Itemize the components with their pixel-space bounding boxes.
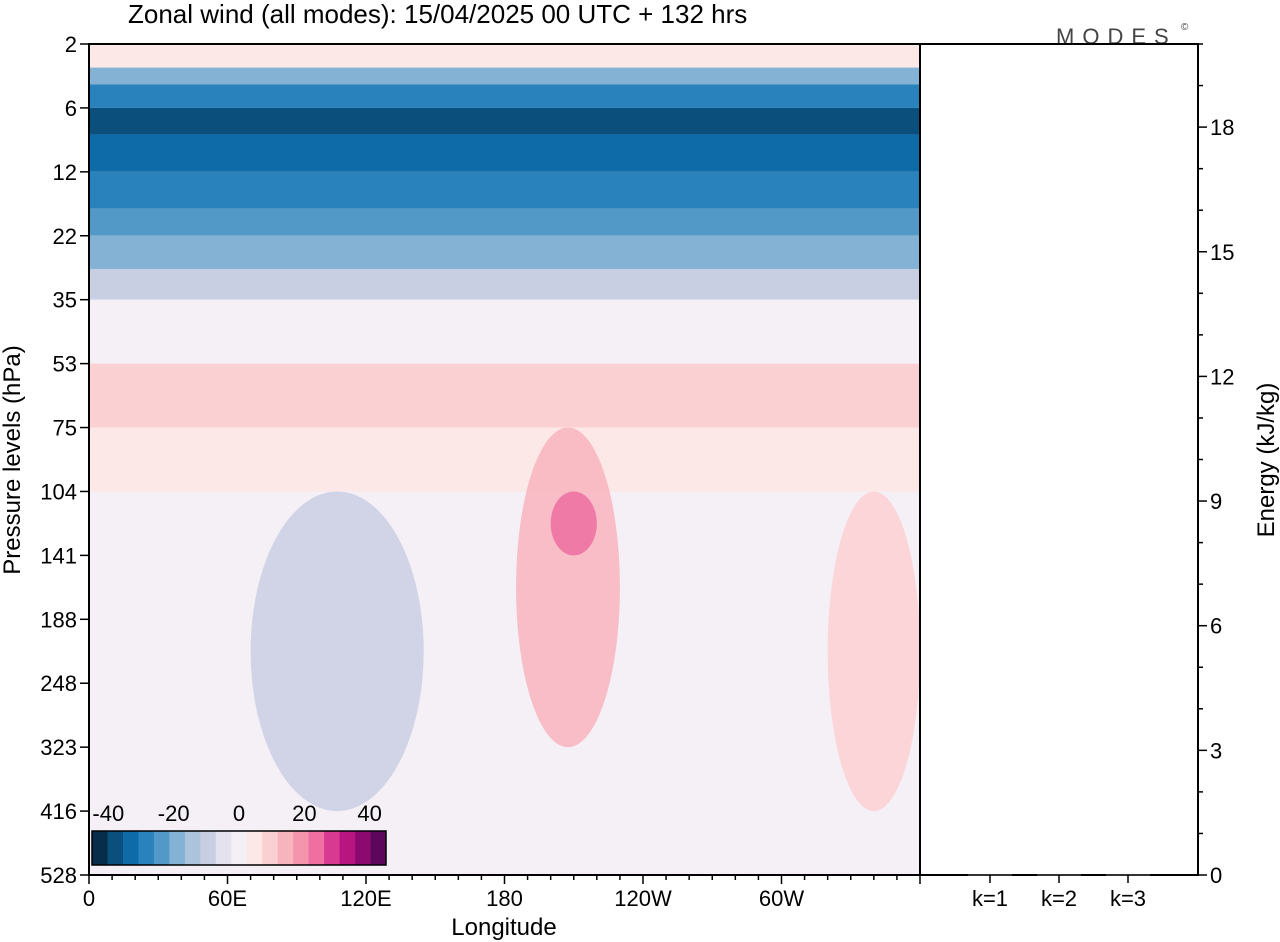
pressure-tick-label: 35 [53, 288, 77, 313]
pressure-tick-label: 75 [53, 416, 77, 441]
heatmap-feature [827, 491, 920, 812]
energy-tick-label: 6 [1210, 614, 1222, 639]
colorbar-label: -20 [158, 801, 190, 826]
energy-category-label: k=2 [1041, 886, 1077, 911]
colorbar-swatch [231, 831, 248, 865]
pressure-tick-label: 141 [40, 543, 77, 568]
colorbar-swatch [153, 831, 170, 865]
colorbar-swatch [246, 831, 263, 865]
heatmap-band [89, 171, 920, 209]
energy-axis: 0 3 6 9 12 15 18 [1198, 43, 1234, 888]
longitude-tick-label: 60E [208, 886, 247, 911]
longitude-axis: 0 60E 120E 180 120W 60W [83, 875, 921, 911]
heatmap-band [89, 208, 920, 236]
pressure-tick-label: 6 [65, 96, 77, 121]
x-axis-label: Longitude [451, 914, 556, 941]
chart-title: Zonal wind (all modes): 15/04/2025 00 UT… [128, 0, 747, 29]
pressure-axis: 2 6 12 22 35 53 75 104 141 188 248 323 416 528 [40, 32, 89, 888]
colorbar-swatch [355, 831, 371, 865]
energy-category-label: k=3 [1110, 886, 1146, 911]
heatmap-band [89, 67, 920, 85]
colorbar-swatch [184, 831, 201, 865]
colorbar-swatches [92, 831, 387, 865]
colorbar-swatch [92, 831, 108, 865]
pressure-tick-label: 528 [40, 863, 77, 888]
colorbar-swatch [107, 831, 124, 865]
energy-panel: 0 3 6 9 12 15 18 k=1 k=2 k=3 Energy (kJ/kg) [919, 43, 1280, 911]
colorbar-label: -40 [92, 801, 124, 826]
colorbar-label: 40 [357, 801, 381, 826]
pressure-tick-label: 22 [53, 224, 77, 249]
heatmap-band [89, 299, 920, 364]
longitude-tick-label: 180 [486, 886, 523, 911]
colorbar-swatch [200, 831, 217, 865]
heatmap-band [89, 44, 920, 68]
colorbar-frame [91, 830, 387, 866]
colorbar-swatch [370, 831, 387, 865]
energy-tick-label: 15 [1210, 240, 1234, 265]
pressure-tick-label: 188 [40, 607, 77, 632]
colorbar-labels: -40 -20 0 20 40 [92, 801, 381, 826]
energy-frame [919, 43, 1199, 876]
colorbar-swatch [324, 831, 340, 865]
colorbar-swatch [277, 831, 294, 865]
energy-category-label: k=1 [972, 886, 1008, 911]
energy-tick-label: 18 [1210, 115, 1234, 140]
heatmap-band [89, 268, 920, 300]
heatmap-bands [89, 44, 920, 875]
energy-tick-label: 12 [1210, 364, 1234, 389]
colorbar-swatch [215, 831, 232, 865]
brand-mark: © [1181, 22, 1189, 33]
energy-tick-label: 9 [1210, 489, 1222, 514]
pressure-tick-label: 248 [40, 671, 77, 696]
pressure-tick-label: 12 [53, 160, 77, 185]
energy-categories: k=1 k=2 k=3 [972, 875, 1146, 911]
heatmap-feature [550, 491, 597, 556]
colorbar-swatch [169, 831, 186, 865]
pressure-tick-label: 416 [40, 799, 77, 824]
heatmap-feature [250, 491, 424, 812]
heatmap-band [89, 363, 920, 428]
heatmap-band [89, 491, 920, 875]
colorbar-label: 20 [292, 801, 316, 826]
heatmap-band [89, 84, 920, 108]
colorbar-label: 0 [233, 801, 245, 826]
pressure-tick-label: 2 [65, 32, 77, 57]
heatmap-panel: 2 6 12 22 35 53 75 104 141 188 248 323 416 528 0 60E 12… [0, 32, 921, 941]
heatmap-feature [516, 427, 620, 748]
colorbar: -40 -20 0 20 40 [91, 801, 387, 866]
heatmap-band [89, 235, 920, 269]
colorbar-swatch [262, 831, 279, 865]
heatmap-features [250, 427, 920, 812]
pressure-tick-label: 53 [53, 352, 77, 377]
longitude-tick-label: 60W [759, 886, 804, 911]
heatmap-band [89, 427, 920, 492]
colorbar-swatch [138, 831, 155, 865]
y-axis-label: Pressure levels (hPa) [0, 345, 26, 574]
colorbar-swatch [308, 831, 325, 865]
longitude-tick-label: 120E [340, 886, 391, 911]
heatmap-band [89, 107, 920, 135]
energy-axis-label: Energy (kJ/kg) [1253, 383, 1280, 538]
longitude-tick-label: 120W [614, 886, 672, 911]
colorbar-swatch [339, 831, 356, 865]
colorbar-swatch [293, 831, 310, 865]
energy-tick-label: 0 [1210, 863, 1222, 888]
pressure-tick-label: 323 [40, 735, 77, 760]
heatmap-band [89, 134, 920, 172]
pressure-tick-label: 104 [40, 479, 77, 504]
longitude-tick-label: 0 [83, 886, 95, 911]
colorbar-swatch [122, 831, 139, 865]
energy-tick-label: 3 [1210, 738, 1222, 763]
